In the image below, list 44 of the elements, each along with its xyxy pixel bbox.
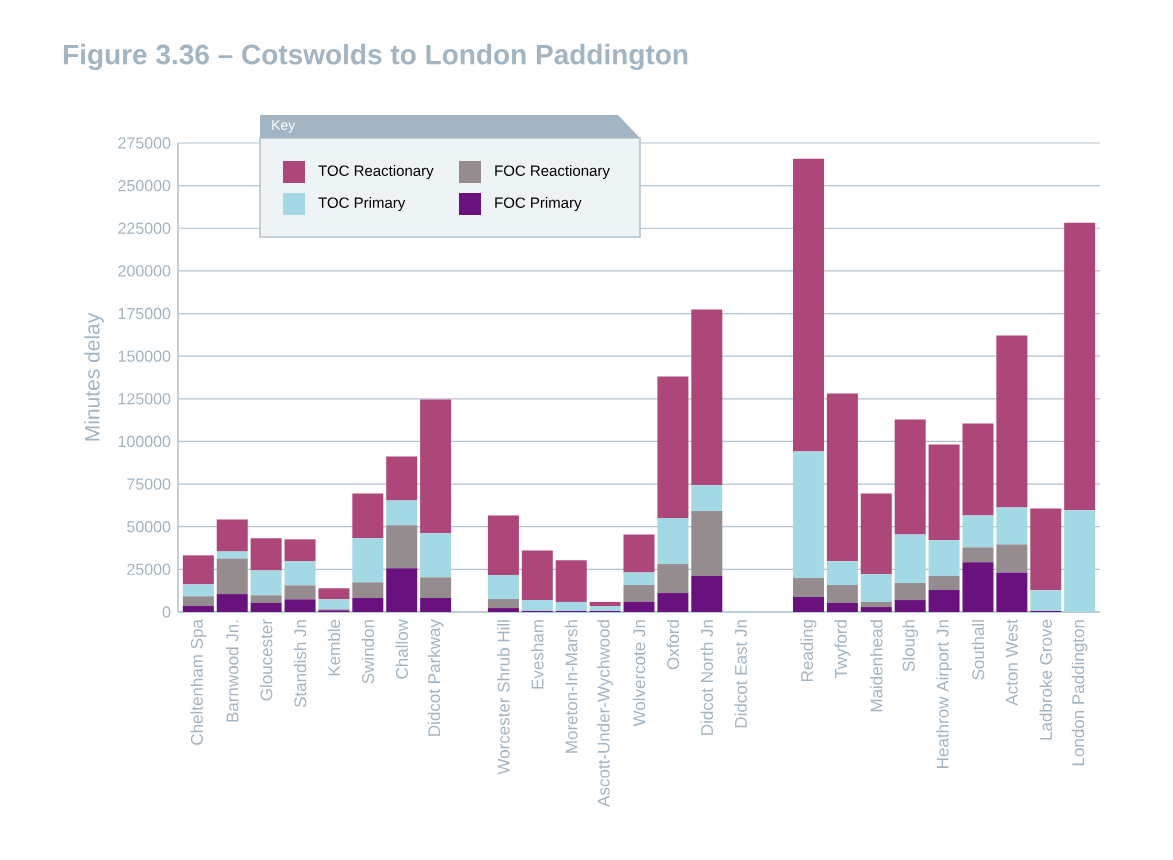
y-tick-label: 100000 — [118, 435, 171, 448]
x-tick-label: Twyford — [834, 620, 851, 679]
legend-label: FOC Primary — [495, 197, 582, 211]
x-tick-label: Maidenhead — [870, 620, 883, 712]
x-tick-label: Wolvercote Jn — [632, 620, 646, 727]
y-tick-label: 150000 — [118, 350, 171, 362]
x-tick-label: Ascott-Under-Wychwood — [597, 620, 614, 807]
x-tick-label: Ladbroke Grove — [1039, 619, 1052, 740]
legend-label: FOC Reactionary — [495, 165, 610, 179]
x-tick-label: Didcot Parkway — [427, 619, 444, 736]
y-tick-label: 200000 — [118, 265, 171, 277]
x-tick-label: London Paddington — [1071, 620, 1088, 766]
x-tick-label: Reading — [800, 620, 817, 681]
x-tick-label: Didcot North Jn — [700, 620, 714, 735]
x-tick-label: Acton West — [1005, 619, 1018, 706]
x-tick-label: Barnwood Jn. — [225, 620, 239, 722]
y-tick-label: 225000 — [118, 222, 171, 234]
y-axis-title: Minutes delay — [84, 312, 104, 441]
x-tick-label: Swindon — [361, 620, 375, 684]
x-tick-label: Worcester Shrub Hill — [497, 620, 510, 775]
y-tick-label: 0 — [162, 606, 171, 618]
y-tick-label: 250000 — [118, 179, 171, 192]
x-tick-label: Cheltenham Spa — [190, 619, 207, 745]
x-tick-label: Standish Jn — [293, 620, 307, 708]
chart-title: Figure 3.36 – Cotswolds to London Paddington — [63, 43, 688, 71]
y-tick-label: 275000 — [118, 137, 171, 149]
x-tick-label: Evesham — [531, 620, 544, 689]
x-tick-label: Slough — [902, 620, 919, 672]
y-tick-label: 25000 — [127, 563, 171, 576]
y-tick-label: 75000 — [127, 478, 171, 490]
x-tick-label: Moreton-In-Marsh — [564, 620, 578, 753]
y-tick-label: 175000 — [118, 307, 171, 320]
x-tick-label: Heathrow Airport Jn — [936, 620, 952, 768]
x-tick-label: Challow — [395, 619, 408, 679]
legend-label: TOC Reactionary — [318, 165, 434, 179]
x-tick-label: Kemble — [327, 619, 341, 676]
x-tick-label: Gloucester — [259, 619, 273, 701]
legend-title: Key — [272, 120, 296, 133]
x-tick-label: Oxford — [666, 620, 680, 670]
x-tick-label: Didcot East Jn — [734, 620, 747, 728]
x-tick-label: Southall — [971, 620, 985, 680]
y-tick-label: 125000 — [118, 393, 171, 405]
y-tick-label: 50000 — [127, 521, 171, 533]
legend-label: TOC Primary — [318, 197, 406, 211]
